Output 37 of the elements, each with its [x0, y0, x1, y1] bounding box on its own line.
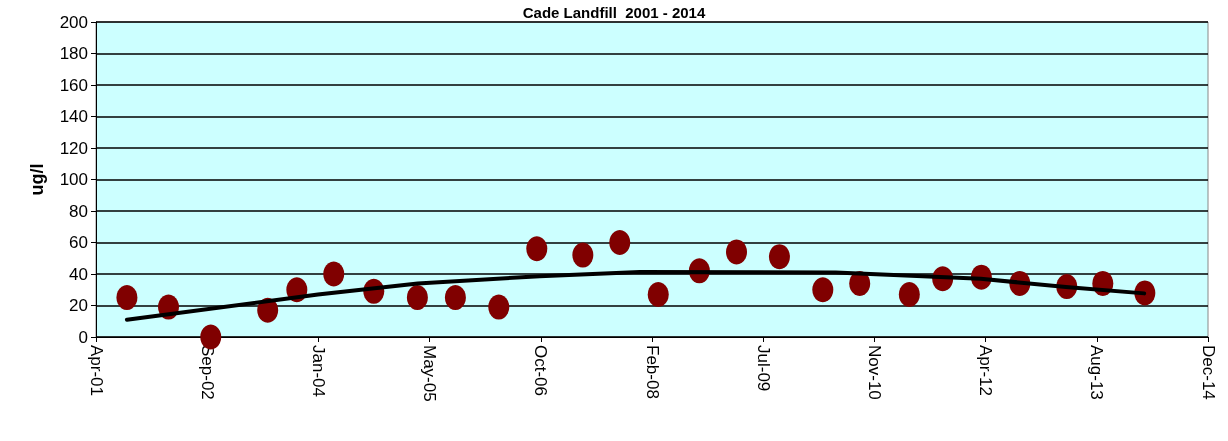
point: [572, 242, 594, 268]
point: [898, 281, 920, 307]
x-tick-label: May-05: [420, 345, 440, 402]
point: [323, 261, 345, 287]
point: [116, 285, 138, 311]
y-tick-label: 20: [69, 296, 88, 315]
x-tick-label: Aug-13: [1087, 345, 1107, 400]
y-tick-label: 180: [59, 44, 88, 63]
x-tick-label: Feb-08: [642, 345, 662, 399]
point: [726, 239, 748, 265]
y-tick-label: 60: [69, 233, 88, 252]
x-tick-label: Jul-09: [753, 345, 773, 392]
point: [647, 281, 669, 307]
point: [609, 230, 631, 255]
x-tick-label: Apr-01: [86, 345, 106, 397]
point: [488, 294, 510, 320]
y-tick-label: 120: [59, 138, 88, 158]
x-tick-label: Nov-10: [864, 345, 884, 400]
y-tick-label: 100: [59, 170, 88, 189]
x-tick-label: Apr-12: [976, 345, 996, 397]
x-tick-label: Jan-04: [308, 345, 328, 397]
x-tick-label: Sep-02: [197, 345, 217, 400]
y-tick-label: 0: [78, 327, 88, 347]
y-axis-title: ug/l: [27, 163, 47, 196]
x-tick-label: Dec-14: [1198, 345, 1218, 400]
y-tick-label: 160: [59, 75, 88, 95]
y-tick-label: 80: [69, 201, 88, 221]
y-tick-label: 140: [59, 107, 88, 126]
chart-title: Cade Landfill 2001 - 2014: [522, 4, 706, 21]
x-tick-label: Oct-06: [531, 345, 551, 397]
point: [768, 244, 790, 270]
point: [406, 285, 428, 311]
y-tick-label: 40: [69, 264, 88, 284]
y-tick-label: 200: [59, 12, 88, 32]
point: [444, 285, 466, 311]
point: [812, 277, 834, 303]
point: [526, 236, 548, 262]
